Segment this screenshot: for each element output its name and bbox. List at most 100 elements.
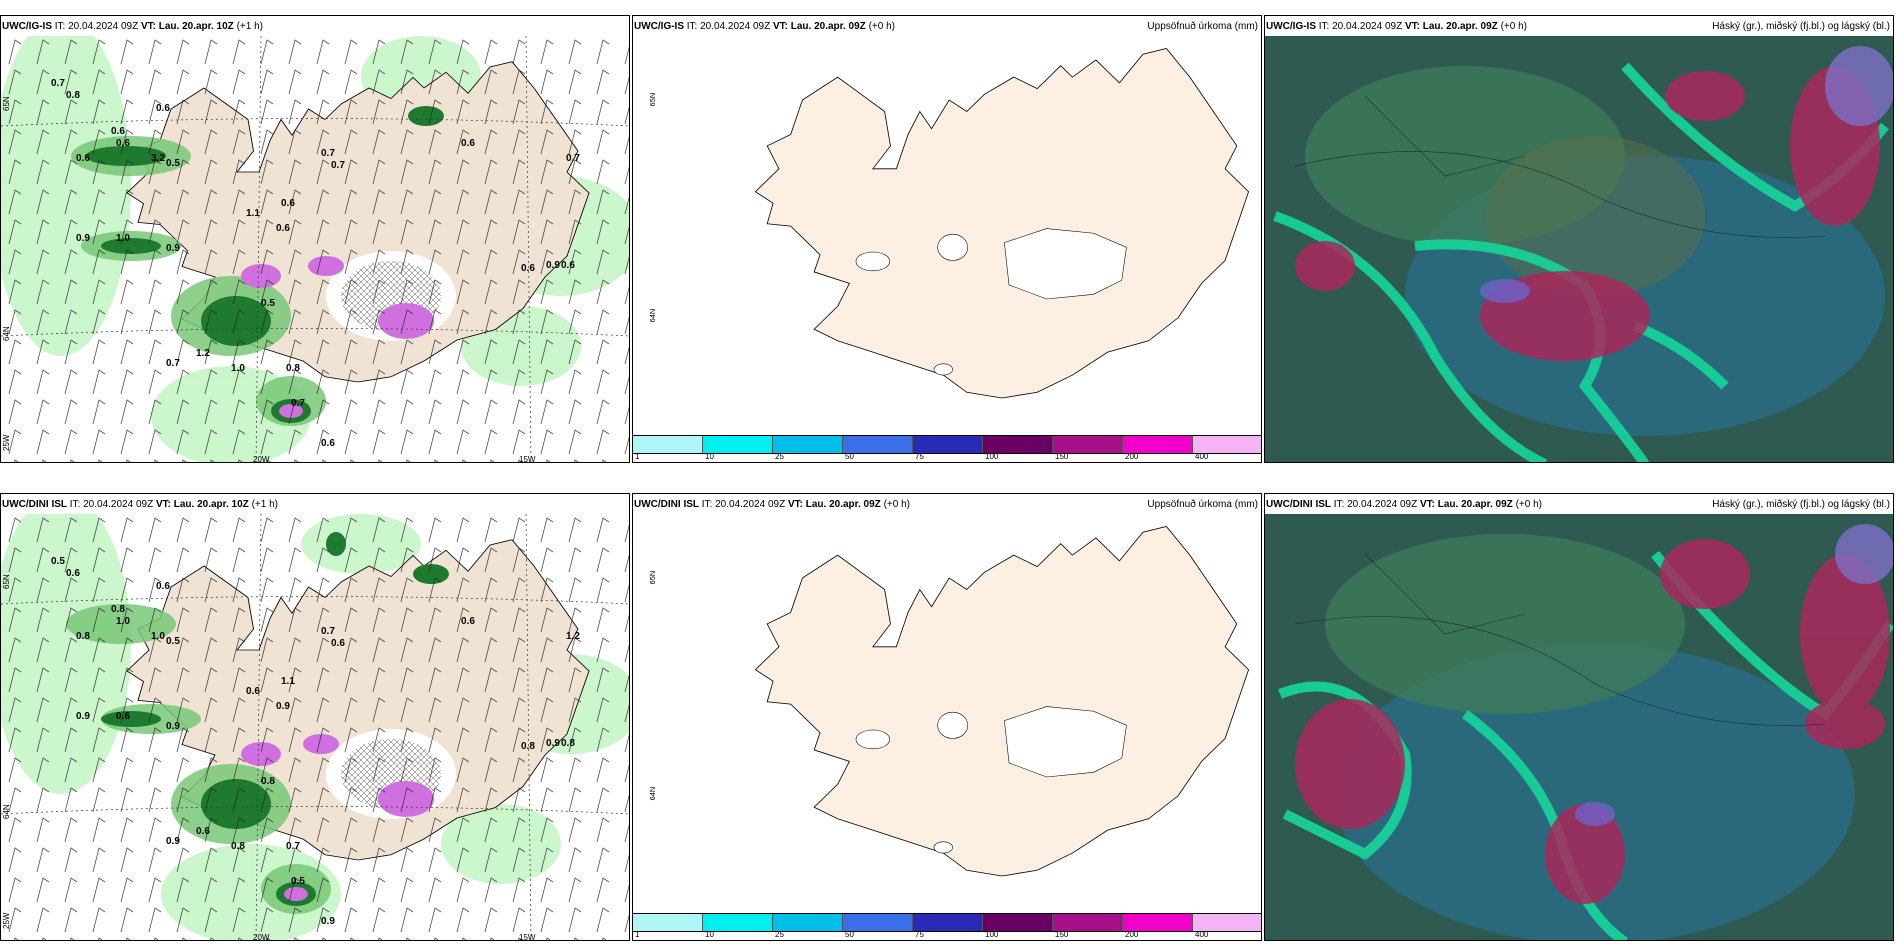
precip-value-label: 1.1 xyxy=(281,676,295,687)
precip-value-label: 3.2 xyxy=(151,153,165,164)
colorbar-tick-label: 1 xyxy=(635,452,640,461)
cloud-map xyxy=(1265,36,1893,462)
lon-label: 20W xyxy=(253,455,270,463)
accum-map: 65N 64N xyxy=(648,525,1250,877)
precip-value-label: 0.9 xyxy=(166,721,180,732)
precip-value-label: 0.6 xyxy=(246,686,260,697)
precip-map: 65N 64N 20W 15W 25W 0.50.60.60.81.00.8 1.… xyxy=(1,514,629,941)
colorbar-tick-label: 75 xyxy=(915,930,924,939)
precip-value-label: 0.7 xyxy=(321,626,335,637)
colorbar-tick-label: 75 xyxy=(915,452,924,461)
panel-title: Háský (gr.), miðský (fj.bl.) og lágský (… xyxy=(1712,21,1890,32)
precip-value-label: 0.6 xyxy=(156,581,170,592)
panel-header: UWC/IG-IS IT: 20.04.2024 09Z VT: Lau. 20… xyxy=(2,21,263,32)
precip-value-label: 0.6 xyxy=(156,103,170,114)
corner-label: 25W xyxy=(2,434,11,451)
lon-label: 15W xyxy=(519,455,536,463)
colorbar-bin xyxy=(913,914,983,931)
lat-label: 65N xyxy=(2,96,11,111)
colorbar-bin xyxy=(1193,436,1261,453)
colorbar-bin xyxy=(773,436,843,453)
lat-label: 64N xyxy=(648,787,657,801)
precip-value-label: 0.8 xyxy=(261,776,275,787)
colorbar-tick-label: 400 xyxy=(1195,452,1209,461)
precip-value-label: 0.5 xyxy=(261,298,275,309)
colorbar xyxy=(633,435,1261,454)
colorbar-tick-label: 150 xyxy=(1055,930,1069,939)
colorbar-bin xyxy=(1193,914,1261,931)
precip-value-label: 0.6 xyxy=(461,138,475,149)
colorbar-ticks: 1 10 25 50 75 100 150 200 400 xyxy=(633,452,1261,462)
colorbar-tick-label: 10 xyxy=(705,930,714,939)
precip-value-label: 0.6 xyxy=(111,126,125,137)
colorbar-bin xyxy=(843,914,913,931)
colorbar-tick-label: 10 xyxy=(705,452,714,461)
lat-label: 65N xyxy=(2,574,11,589)
colorbar-bin xyxy=(1053,436,1123,453)
precip-value-label: 0.7 xyxy=(166,358,180,369)
precip-value-label: 0.7 xyxy=(331,160,345,171)
precip-panel-row1: UWC/IG-IS IT: 20.04.2024 09Z VT: Lau. 20… xyxy=(0,15,630,463)
colorbar-bin xyxy=(913,436,983,453)
precip-value-label: 0.6 xyxy=(521,263,535,274)
cloud-panel-row1: UWC/IG-IS IT: 20.04.2024 09Z VT: Lau. 20… xyxy=(1264,15,1894,463)
colorbar-bin xyxy=(633,436,703,453)
precip-value-label: 0.6 xyxy=(66,568,80,579)
precip-value-label: 0.8 xyxy=(521,741,535,752)
precip-value-label: 1.1 xyxy=(246,208,260,219)
colorbar-tick-label: 200 xyxy=(1125,452,1139,461)
lat-label: 64N xyxy=(648,309,657,323)
colorbar-bin xyxy=(633,914,703,931)
panel-title: Uppsöfnuð úrkoma (mm) xyxy=(1147,499,1258,510)
colorbar-bin xyxy=(983,436,1053,453)
colorbar-tick-label: 100 xyxy=(985,452,999,461)
cloud-panel-row2: UWC/DINI ISL IT: 20.04.2024 09Z VT: Lau.… xyxy=(1264,493,1894,941)
precip-value-label: 0.9 xyxy=(166,243,180,254)
precip-value-label: 0.6 xyxy=(196,826,210,837)
precip-value-label: 0.9 xyxy=(321,916,335,927)
colorbar-bin xyxy=(703,914,773,931)
precip-value-label: 0.9 xyxy=(276,701,290,712)
precip-value-label: 0.8 xyxy=(66,90,80,101)
precip-value-label: 0.7 xyxy=(566,153,580,164)
precip-value-label: 0.6 xyxy=(321,438,335,449)
precip-value-label: 0.6 xyxy=(331,638,345,649)
precip-value-label: 0.9 xyxy=(546,738,560,749)
precip-value-label: 0.6 xyxy=(281,198,295,209)
colorbar-bin xyxy=(703,436,773,453)
colorbar-bin xyxy=(843,436,913,453)
precip-value-label: 1.0 xyxy=(231,363,245,374)
colorbar-tick-label: 200 xyxy=(1125,930,1139,939)
precip-map: 65N 64N 20W 15W 25W 0.70.80.60.60.60.6 3.… xyxy=(1,36,629,463)
precip-value-label: 0.9 xyxy=(166,836,180,847)
precip-value-label: 0.6 xyxy=(76,153,90,164)
panel-header: UWC/IG-IS IT: 20.04.2024 09Z VT: Lau. 20… xyxy=(634,21,895,32)
precip-value-label: 0.6 xyxy=(116,711,130,722)
precip-value-label: 0.8 xyxy=(561,738,575,749)
lon-label: 20W xyxy=(253,933,270,941)
colorbar-ticks: 1 10 25 50 75 100 150 200 400 xyxy=(633,930,1261,940)
precip-value-label: 0.7 xyxy=(286,841,300,852)
precip-value-label: 0.9 xyxy=(546,260,560,271)
precip-value-label: 0.5 xyxy=(291,876,305,887)
precip-value-label: 0.7 xyxy=(291,398,305,409)
colorbar-bin xyxy=(1123,436,1193,453)
precip-value-labels: 0.70.80.60.60.60.6 3.2 0.50.9 1.00.90.60.70… xyxy=(51,78,580,449)
precip-value-label: 0.8 xyxy=(111,604,125,615)
panel-title: Uppsöfnuð úrkoma (mm) xyxy=(1147,21,1258,32)
precip-value-label: 0.8 xyxy=(231,841,245,852)
precip-value-label: 0.8 xyxy=(76,631,90,642)
panel-header: UWC/DINI ISL IT: 20.04.2024 09Z VT: Lau.… xyxy=(634,499,910,510)
colorbar-tick-label: 50 xyxy=(845,930,854,939)
lon-label: 15W xyxy=(519,933,536,941)
colorbar-tick-label: 100 xyxy=(985,930,999,939)
colorbar-tick-label: 25 xyxy=(775,452,784,461)
precip-panel-row2: UWC/DINI ISL IT: 20.04.2024 09Z VT: Lau.… xyxy=(0,493,630,941)
lat-label: 65N xyxy=(648,571,657,585)
accum-panel-row2: UWC/DINI ISL IT: 20.04.2024 09Z VT: Lau.… xyxy=(632,493,1262,941)
precip-value-label: 0.7 xyxy=(321,148,335,159)
panel-header: UWC/IG-IS IT: 20.04.2024 09Z VT: Lau. 20… xyxy=(1266,21,1527,32)
precip-value-label: 0.5 xyxy=(166,158,180,169)
precip-value-label: 0.5 xyxy=(51,556,65,567)
precip-value-label: 1.0 xyxy=(116,233,130,244)
